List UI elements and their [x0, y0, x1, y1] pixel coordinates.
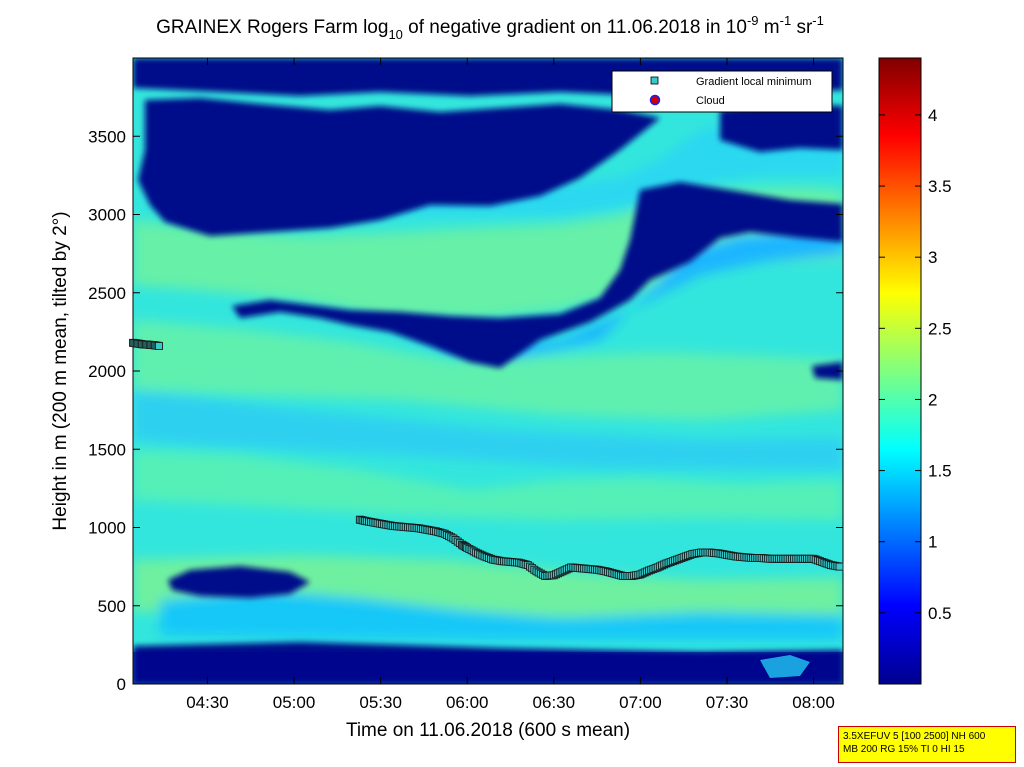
colorbar-tick-label: 0.5 — [928, 604, 952, 623]
colorbar-tick-label: 1.5 — [928, 462, 952, 481]
colorbar-tick-label: 2 — [928, 390, 937, 409]
x-tick-label: 04:30 — [186, 693, 229, 712]
y-tick-label: 3500 — [88, 127, 126, 146]
y-tick-label: 1500 — [88, 440, 126, 459]
series-point-gradient-minimum — [835, 562, 844, 571]
colorbar-ticks: 0.5 1 1.5 2 2.5 3 3.5 4 — [879, 106, 952, 623]
x-tick-label: 05:00 — [273, 693, 316, 712]
info-line-2: MB 200 RG 15% TI 0 HI 15 — [843, 744, 965, 755]
colorbar: 0.5 1 1.5 2 2.5 3 3.5 4 — [878, 57, 952, 685]
x-tick-label: 06:30 — [533, 693, 576, 712]
y-tick-label: 1000 — [88, 519, 126, 538]
colorbar-tick-label: 3.5 — [928, 177, 952, 196]
heatmap-field — [133, 58, 843, 684]
colorbar-tick-label: 1 — [928, 533, 937, 552]
info-line-1: 3.5XEFUV 5 [100 2500] NH 600 — [843, 731, 986, 742]
y-tick-label: 2500 — [88, 284, 126, 303]
colorbar-tick-label: 4 — [928, 106, 937, 125]
x-tick-label: 06:00 — [446, 693, 489, 712]
y-axis: 0 500 1000 1500 2000 2500 3000 3500 — [88, 127, 843, 694]
info-box: 3.5XEFUV 5 [100 2500] NH 600 MB 200 RG 1… — [838, 726, 1016, 763]
x-tick-label: 05:30 — [359, 693, 402, 712]
y-tick-label: 3000 — [88, 206, 126, 225]
x-tick-label: 08:00 — [792, 693, 835, 712]
x-tick-label: 07:00 — [619, 693, 662, 712]
colorbar-gradient — [878, 57, 922, 685]
legend: Gradient local minimum Cloud — [611, 70, 833, 113]
x-tick-label: 07:30 — [706, 693, 749, 712]
legend-label-cloud: Cloud — [696, 95, 725, 107]
chart-title: GRAINEX Rogers Farm log10 of negative gr… — [156, 13, 824, 42]
colorbar-tick-label: 2.5 — [928, 319, 952, 338]
legend-marker-minimum — [650, 76, 659, 85]
y-tick-label: 2000 — [88, 362, 126, 381]
legend-label-minimum: Gradient local minimum — [696, 76, 812, 88]
y-tick-label: 500 — [98, 597, 126, 616]
y-axis-label: Height in m (200 m mean, tilted by 2°) — [50, 211, 71, 530]
y-tick-label: 0 — [117, 675, 126, 694]
series-layer — [129, 338, 844, 580]
series-point-gradient-minimum — [155, 342, 163, 350]
x-axis-label: Time on 11.06.2018 (600 s mean) — [346, 720, 630, 741]
colorbar-tick-label: 3 — [928, 248, 937, 267]
legend-marker-cloud — [649, 94, 661, 106]
x-axis: 04:30 05:00 05:30 06:00 06:30 07:00 07:30 08:00 — [186, 58, 835, 712]
